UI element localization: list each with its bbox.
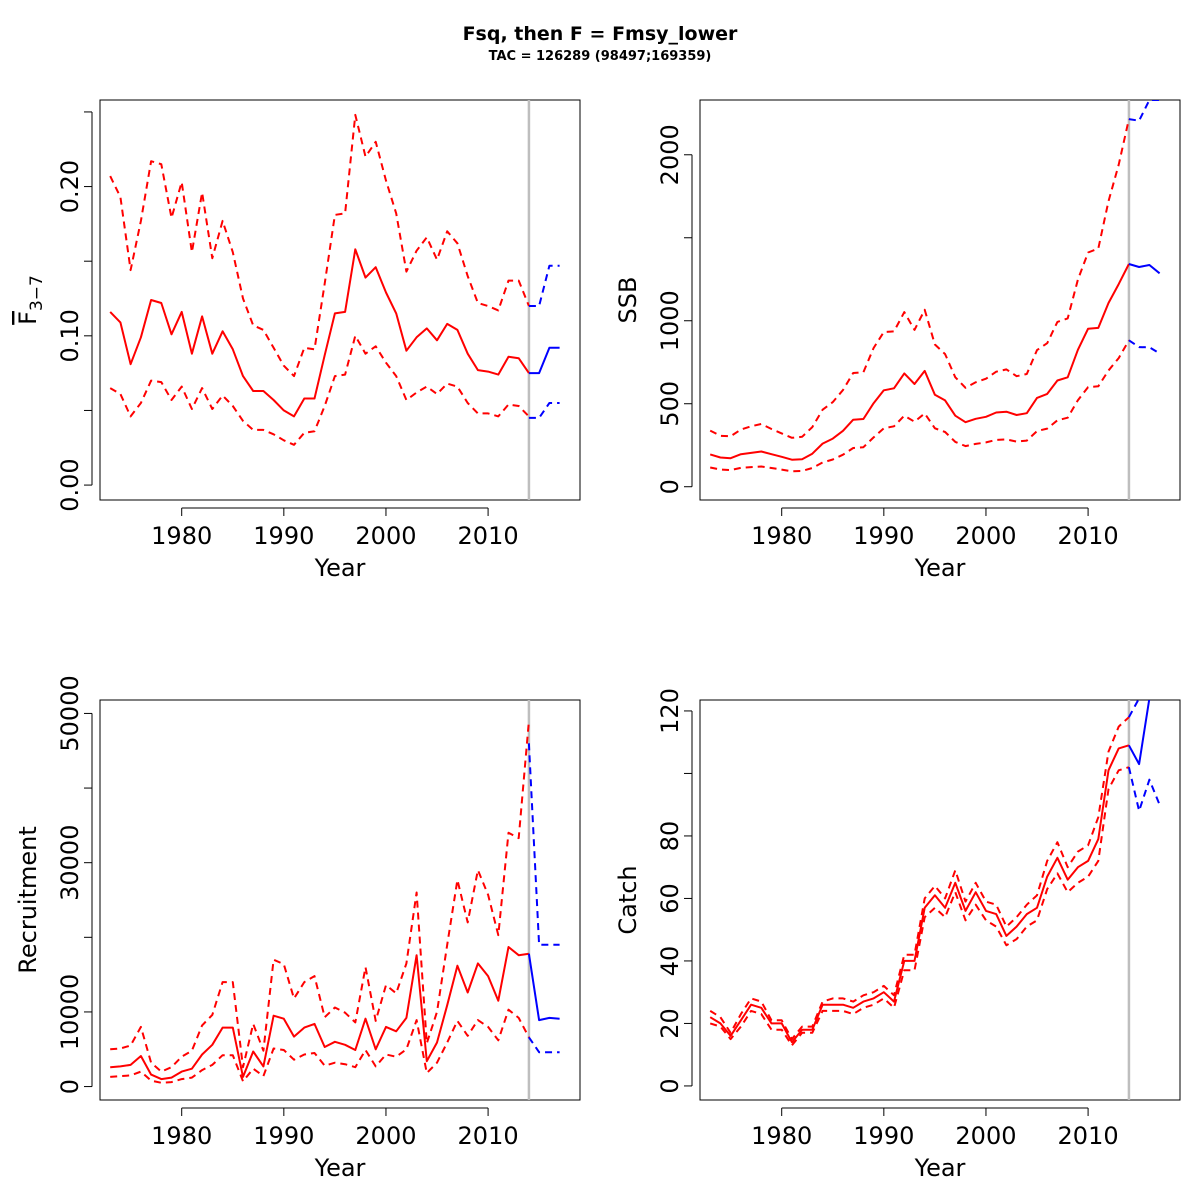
historic-median-line <box>110 946 530 1081</box>
historic-lower-line <box>110 1008 530 1084</box>
historic-upper-line <box>709 118 1130 439</box>
y-axis-label-sub: 3−7 <box>27 275 47 311</box>
x-tick-label: 2000 <box>355 1122 416 1150</box>
y-tick-label: 30000 <box>56 825 84 901</box>
x-axis-label: Year <box>914 554 966 582</box>
y-tick-label: 10000 <box>56 974 84 1050</box>
y-axis-label: Recruitment <box>14 826 42 973</box>
x-tick-label: 1990 <box>253 522 314 550</box>
projection-median-line <box>528 346 560 375</box>
figure-subtitle: TAC = 126289 (98497;169359) <box>489 49 712 64</box>
plot-frame <box>699 699 1181 1101</box>
projection-lower-line <box>528 402 560 419</box>
y-tick-label: 0 <box>656 479 684 494</box>
panel-ssb: 1980 1990 2000 2010 0 500 1000 2000 Year SSB <box>614 99 1181 582</box>
y-tick-label: 40 <box>656 946 684 977</box>
y-tick-label: 0.20 <box>56 160 84 213</box>
historic-lower-line <box>709 339 1130 473</box>
historic-upper-line <box>709 716 1130 1041</box>
y-axis-label: SSB <box>614 277 642 324</box>
x-tick-label: 2010 <box>458 1122 519 1150</box>
y-tick-label: 20 <box>656 1008 684 1039</box>
historic-median-line <box>709 744 1130 1044</box>
y-axis-label: Catch <box>614 865 642 934</box>
x-tick-label: 2000 <box>355 522 416 550</box>
projection-upper-line <box>527 743 560 946</box>
historic-upper-line <box>109 113 530 378</box>
historic-lower-line <box>709 766 1130 1047</box>
panel-recruitment: 1980 1990 2000 2010 0 10000 30000 50000 Year Recr… <box>14 675 581 1182</box>
panels: 1980 1990 2000 20100.000.100.20YearF3−71980… <box>14 99 1181 1182</box>
x-tick-label: 1980 <box>151 522 212 550</box>
y-tick-label: 120 <box>656 688 684 734</box>
plot-frame <box>699 99 1181 501</box>
plot-area <box>109 100 560 500</box>
panel-fbar: 1980 1990 2000 2010 0.00 0.10 0.20 Year F3−7 <box>14 99 581 582</box>
x-tick-label: 1990 <box>853 1122 914 1150</box>
historic-median-line <box>109 248 530 418</box>
y-axis-label-main: F <box>14 311 42 325</box>
projection-lower-line <box>1128 339 1161 355</box>
x-tick-label: 2010 <box>1058 522 1119 550</box>
projection-lower-line <box>528 1036 560 1054</box>
x-tick-label: 1980 <box>751 522 812 550</box>
historic-median-line <box>709 263 1130 461</box>
x-tick-label: 2010 <box>458 522 519 550</box>
y-tick-label: 0.10 <box>56 309 84 362</box>
y-tick-label: 1000 <box>656 290 684 351</box>
x-tick-label: 1980 <box>151 1122 212 1150</box>
x-axis-label: Year <box>914 1154 966 1182</box>
y-tick-label: 60 <box>656 883 684 914</box>
y-tick-label: 0 <box>656 1078 684 1093</box>
plot-frame <box>99 99 581 501</box>
historic-upper-line <box>110 720 530 1073</box>
y-tick-label: 80 <box>656 821 684 852</box>
x-tick-label: 2000 <box>955 522 1016 550</box>
projection-median-line <box>1128 700 1151 766</box>
figure-title: Fsq, then F = Fmsy_lower <box>463 23 738 45</box>
y-tick-label: 0 <box>56 1079 84 1094</box>
projection-upper-line <box>1128 700 1140 718</box>
projection-median-line <box>527 953 560 1022</box>
y-tick-label: 500 <box>656 381 684 427</box>
x-tick-label: 2010 <box>1058 1122 1119 1150</box>
projection-upper-line <box>528 264 560 307</box>
y-axis-label: F3−7 <box>14 275 47 325</box>
y-tick-label: 2000 <box>656 124 684 185</box>
historic-lower-line <box>109 334 530 446</box>
panel-catch: 1980 1990 2000 2010 0 20 40 60 80 120 Year Catch <box>614 688 1181 1182</box>
projection-upper-line <box>1128 100 1160 122</box>
y-tick-label: 0.00 <box>56 458 84 511</box>
x-tick-label: 1980 <box>751 1122 812 1150</box>
plot-area <box>110 700 560 1100</box>
x-axis-label: Year <box>314 554 366 582</box>
plot-area <box>709 700 1161 1100</box>
projection-median-line <box>1128 263 1161 275</box>
x-axis-label: Year <box>314 1154 366 1182</box>
x-tick-label: 2000 <box>955 1122 1016 1150</box>
plot-frame <box>99 699 581 1101</box>
y-tick-label: 50000 <box>56 675 84 751</box>
x-tick-label: 1990 <box>853 522 914 550</box>
plot-area <box>709 100 1161 500</box>
projection-lower-line <box>1127 766 1161 812</box>
x-tick-label: 1990 <box>253 1122 314 1150</box>
